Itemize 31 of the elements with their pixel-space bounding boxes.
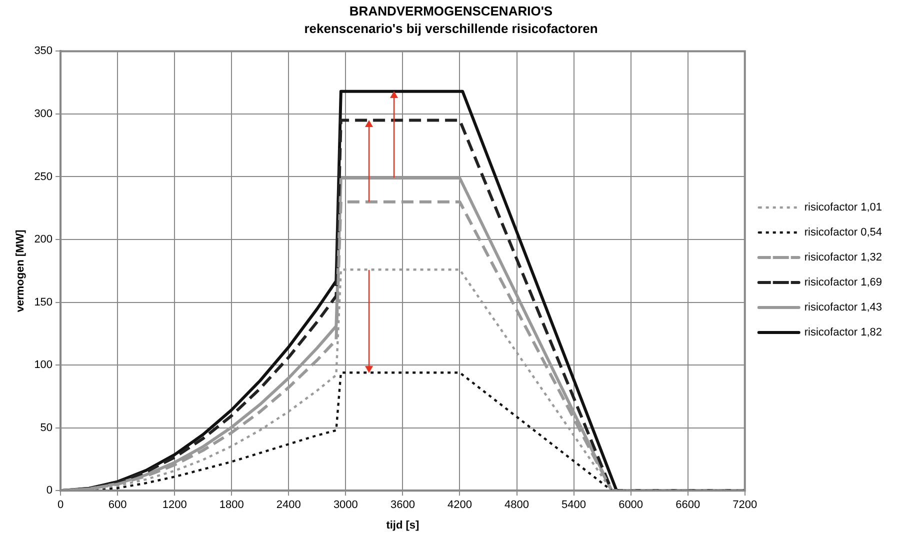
legend-label: risicofactor 1,01 <box>804 202 882 214</box>
legend-label: risicofactor 0,54 <box>804 226 882 239</box>
y-tick-label: 350 <box>34 45 53 58</box>
legend-label: risicofactor 1,43 <box>804 302 882 314</box>
y-tick-label: 100 <box>34 359 53 372</box>
chart-title: BRANDVERMOGENSCENARIO'S <box>349 3 553 18</box>
x-tick-label: 6000 <box>618 499 644 512</box>
legend-label: risicofactor 1,32 <box>804 252 882 264</box>
x-tick-label: 4200 <box>447 499 472 512</box>
legend-label: risicofactor 1,69 <box>804 276 882 289</box>
x-tick-label: 2400 <box>276 499 301 512</box>
y-axis-title: vermogen [MW] <box>14 229 27 312</box>
x-tick-label: 4800 <box>504 499 529 512</box>
x-tick-label: 0 <box>57 499 64 512</box>
x-tick-label: 7200 <box>732 499 758 512</box>
y-tick-label: 300 <box>34 108 53 120</box>
x-tick-label: 1800 <box>219 499 244 512</box>
x-tick-label: 600 <box>108 499 127 512</box>
x-tick-label: 1200 <box>162 499 187 512</box>
y-tick-label: 250 <box>34 170 53 183</box>
y-tick-label: 200 <box>34 234 53 246</box>
x-tick-label: 5400 <box>562 499 586 512</box>
legend-label: risicofactor 1,82 <box>804 326 882 339</box>
x-tick-label: 3600 <box>390 499 415 512</box>
chart-subtitle: rekenscenario's bij verschillende risicofactoren <box>304 20 598 36</box>
x-axis-title: tijd [s] <box>386 519 420 532</box>
y-tick-label: 150 <box>34 296 53 308</box>
x-tick-label: 3000 <box>333 499 358 512</box>
x-tick-label: 6600 <box>676 499 700 512</box>
y-tick-label: 0 <box>46 484 53 497</box>
y-tick-label: 50 <box>40 422 53 434</box>
